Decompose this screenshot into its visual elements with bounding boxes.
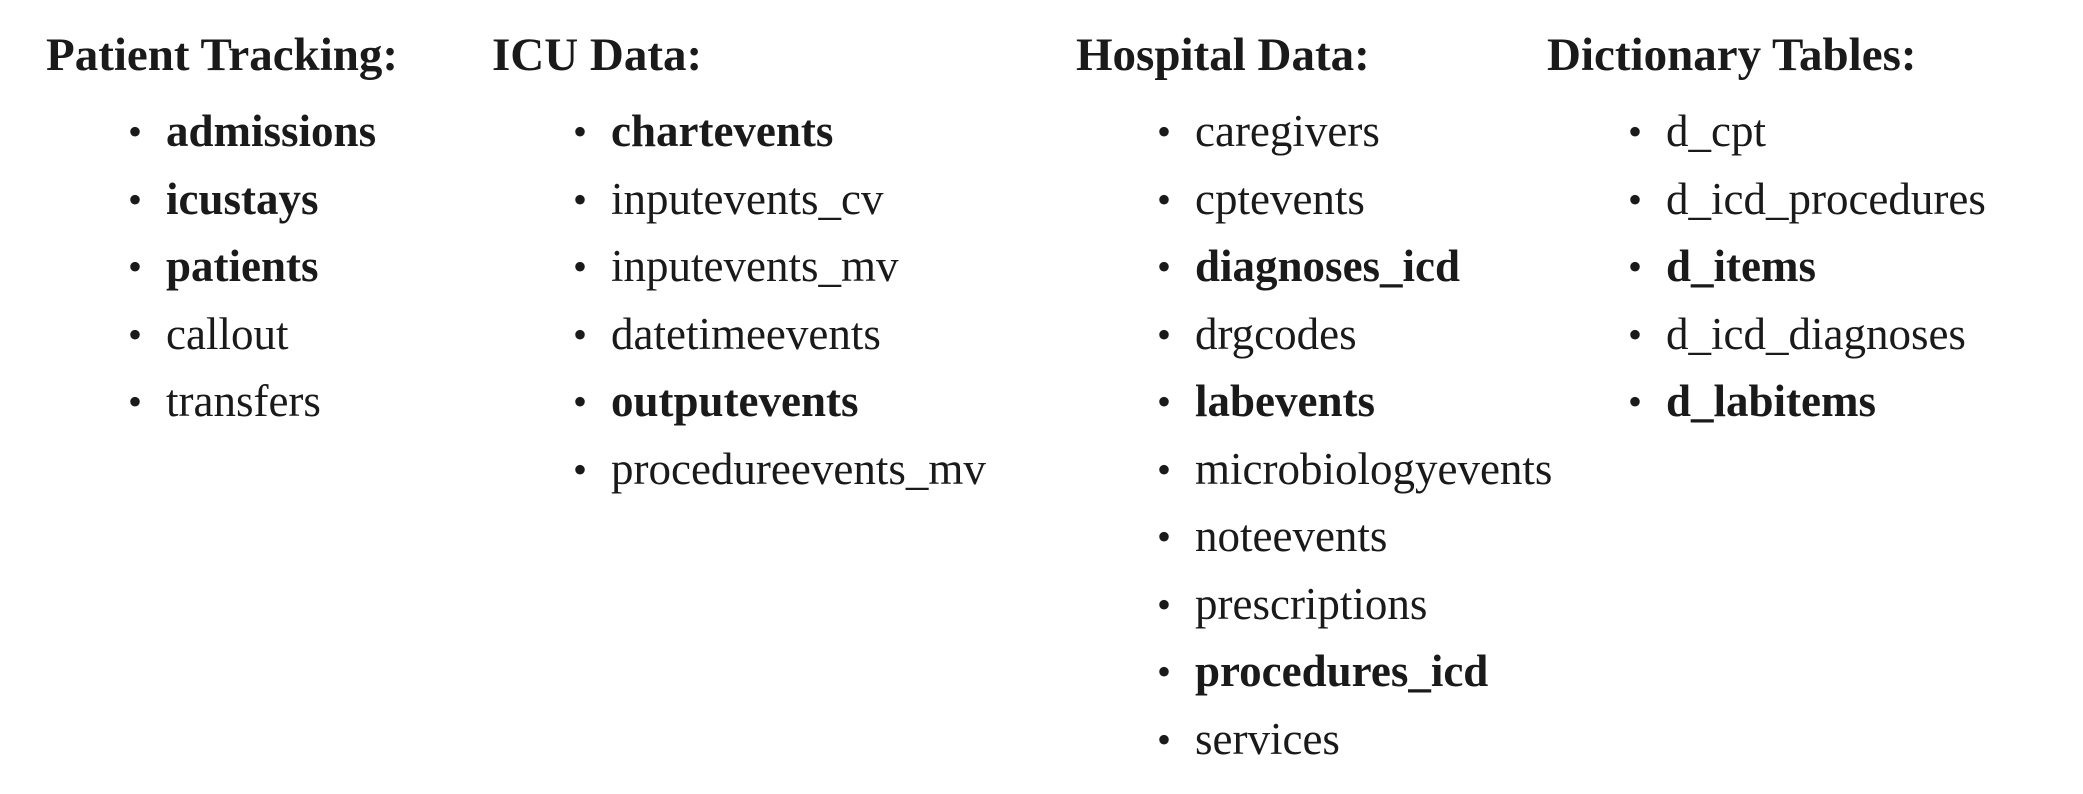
list-item: • d_cpt: [1628, 98, 1986, 166]
list-item: • d_icd_diagnoses: [1628, 301, 1986, 369]
bullet-icon: •: [1628, 379, 1643, 424]
list-item: • inputevents_cv: [573, 166, 986, 234]
table-name-label: inputevents_cv: [611, 173, 884, 224]
table-name-label: transfers: [166, 376, 321, 426]
table-name-label: prescriptions: [1195, 578, 1428, 629]
bullet-icon: •: [573, 311, 588, 357]
list-item: • patients: [128, 233, 398, 301]
bullet-icon: •: [128, 379, 143, 424]
bullet-icon: •: [573, 244, 588, 289]
bullet-icon: •: [1628, 109, 1643, 154]
table-name-label: labevents: [1195, 376, 1375, 426]
table-name-label: noteevents: [1195, 511, 1388, 561]
list-item: • d_icd_procedures: [1628, 166, 1986, 234]
bullet-icon: •: [1157, 581, 1172, 627]
bullet-icon: •: [1157, 244, 1172, 289]
column-hospital-data: Hospital Data: • caregivers • cptevents • dia…: [1076, 26, 1552, 773]
list-item: • services: [1157, 706, 1552, 774]
bullet-icon: •: [1157, 109, 1172, 154]
bullet-icon: •: [1157, 514, 1172, 559]
bullet-icon: •: [1628, 176, 1643, 222]
list-item: • labevents: [1157, 368, 1552, 436]
table-name-label: admissions: [166, 106, 377, 156]
column-patient-tracking: Patient Tracking: • admissions • icustays • p…: [46, 26, 398, 436]
bullet-icon: •: [1157, 311, 1172, 357]
list-item: • d_items: [1628, 233, 1986, 301]
column-title-patient-tracking: Patient Tracking:: [46, 29, 399, 81]
list-item: • prescriptions: [1157, 571, 1552, 639]
table-name-label: diagnoses_icd: [1195, 241, 1461, 291]
list-item: • admissions: [128, 98, 398, 166]
table-name-label: d_items: [1666, 241, 1816, 291]
table-name-label: callout: [166, 308, 289, 359]
list-item: • drgcodes: [1157, 301, 1552, 369]
list-item: • procedureevents_mv: [573, 436, 986, 504]
table-name-label: cptevents: [1195, 173, 1365, 224]
bullet-icon: •: [573, 379, 588, 424]
table-name-label: d_icd_diagnoses: [1666, 308, 1966, 359]
column-icu-data: ICU Data: • chartevents • inputevents_cv • in…: [492, 26, 986, 503]
table-name-label: services: [1195, 713, 1340, 764]
bullet-icon: •: [1157, 379, 1172, 424]
list-item: • diagnoses_icd: [1157, 233, 1552, 301]
table-name-label: caregivers: [1195, 106, 1380, 156]
list-item: • microbiologyevents: [1157, 436, 1553, 504]
list-item: • outputevents: [573, 368, 986, 436]
list-item: • chartevents: [573, 98, 986, 166]
list-item: • icustays: [128, 166, 398, 234]
list-item: • transfers: [128, 368, 398, 436]
bullet-icon: •: [1157, 716, 1172, 762]
table-name-label: procedures_icd: [1195, 646, 1489, 696]
table-name-label: procedureevents_mv: [611, 443, 986, 494]
list-item: • callout: [128, 301, 398, 369]
table-name-label: d_labitems: [1666, 376, 1877, 426]
table-name-label: icustays: [166, 173, 319, 224]
table-name-label: d_icd_procedures: [1666, 173, 1986, 224]
list-item: • datetimeevents: [573, 301, 986, 369]
table-name-label: datetimeevents: [611, 308, 881, 359]
column-dictionary-tables: Dictionary Tables: • d_cpt • d_icd_procedur…: [1547, 26, 1986, 436]
bullet-icon: •: [573, 446, 588, 492]
table-list-icu-data: • chartevents • inputevents_cv • inputevents_…: [573, 98, 986, 504]
table-name-label: drgcodes: [1195, 308, 1357, 359]
bullet-icon: •: [1157, 176, 1172, 222]
table-list-patient-tracking: • admissions • icustays • patients • callout • tr…: [128, 98, 398, 436]
table-name-label: outputevents: [611, 376, 859, 426]
bullet-icon: •: [573, 176, 588, 222]
list-item: • d_labitems: [1628, 368, 1986, 436]
bullet-icon: •: [128, 109, 143, 154]
table-list-dictionary-tables: • d_cpt • d_icd_procedures • d_items • d_icd_di…: [1628, 98, 1986, 436]
list-item: • procedures_icd: [1157, 638, 1552, 706]
table-name-label: chartevents: [611, 106, 834, 156]
list-item: • caregivers: [1157, 98, 1552, 166]
table-name-label: microbiologyevents: [1195, 443, 1553, 494]
column-title-icu-data: ICU Data:: [492, 29, 703, 81]
bullet-icon: •: [573, 109, 588, 154]
bullet-icon: •: [128, 176, 143, 222]
bullet-icon: •: [1157, 446, 1172, 492]
bullet-icon: •: [1628, 244, 1643, 289]
bullet-icon: •: [128, 311, 143, 357]
table-name-label: d_cpt: [1666, 106, 1766, 156]
list-item: • noteevents: [1157, 503, 1552, 571]
bullet-icon: •: [1628, 311, 1643, 357]
table-list-hospital-data: • caregivers • cptevents • diagnoses_icd • drgc…: [1157, 98, 1553, 774]
bullet-icon: •: [1157, 649, 1172, 694]
table-name-label: inputevents_mv: [611, 241, 899, 291]
bullet-icon: •: [128, 244, 143, 289]
table-name-label: patients: [166, 241, 319, 291]
column-title-hospital-data: Hospital Data:: [1076, 29, 1370, 81]
column-title-dictionary-tables: Dictionary Tables:: [1547, 29, 1917, 81]
list-item: • cptevents: [1157, 166, 1552, 234]
list-item: • inputevents_mv: [573, 233, 986, 301]
